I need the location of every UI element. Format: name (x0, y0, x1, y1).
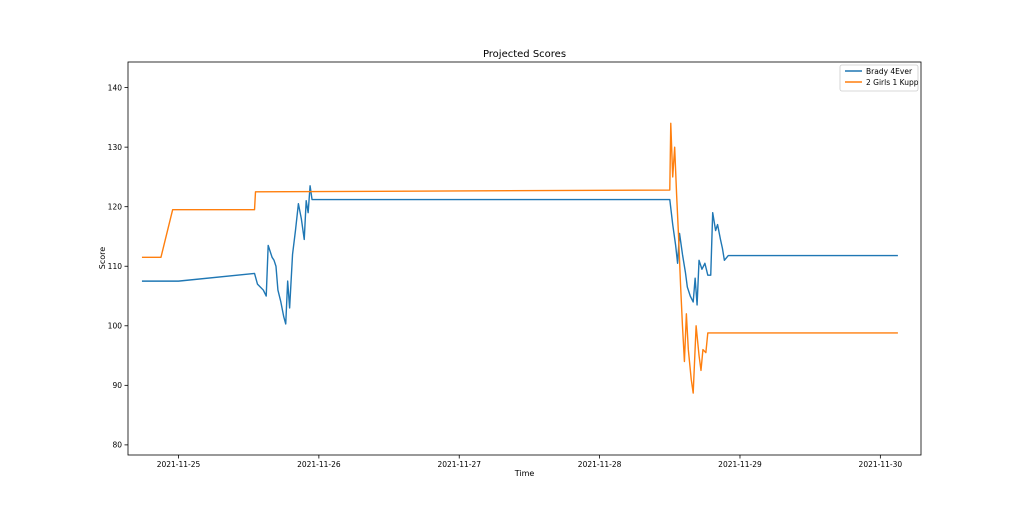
y-tick-label: 80 (112, 441, 122, 450)
chart-title: Projected Scores (483, 49, 566, 60)
y-tick-label: 130 (108, 143, 123, 152)
x-tick-label: 2021-11-28 (578, 460, 622, 469)
series-lines (141, 122, 898, 394)
plot-frame (127, 61, 922, 456)
y-axis-label: Score (98, 247, 107, 269)
y-tick-label: 90 (112, 381, 122, 390)
legend-label-brady-4ever: Brady 4Ever (866, 67, 913, 76)
series-line-brady-4ever (141, 185, 898, 325)
x-tick-label: 2021-11-27 (437, 460, 481, 469)
x-axis: 2021-11-25 2021-11-26 2021-11-27 2021-11-28… (157, 455, 903, 469)
x-tick-label: 2021-11-25 (157, 460, 201, 469)
legend-label-2-girls-1-kupp: 2 Girls 1 Kupp (866, 78, 919, 87)
y-tick-label: 100 (108, 322, 123, 331)
legend: Brady 4Ever 2 Girls 1 Kupp (839, 64, 919, 92)
y-tick-label: 110 (108, 262, 123, 271)
x-axis-label: Time (514, 469, 535, 478)
x-tick-label: 2021-11-29 (718, 460, 762, 469)
x-tick-label: 2021-11-26 (297, 460, 341, 469)
x-tick-label: 2021-11-30 (859, 460, 903, 469)
series-line-2-girls-1-kupp (141, 122, 898, 394)
y-tick-label: 140 (108, 83, 123, 92)
y-axis: 80 90 100 110 120 130 140 (108, 83, 128, 450)
plot-area: 80 90 100 110 120 130 140 2021-11-25 2021-11-26… (108, 61, 922, 469)
y-tick-label: 120 (108, 202, 123, 211)
